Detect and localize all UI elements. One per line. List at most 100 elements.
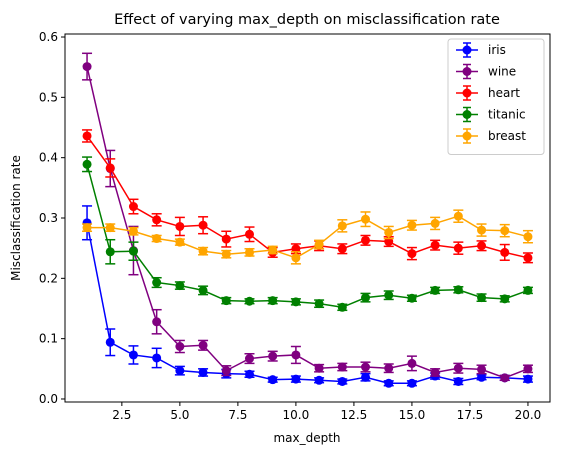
data-point	[291, 244, 301, 254]
data-point	[430, 218, 440, 228]
x-axis-label: max_depth	[273, 431, 340, 445]
data-point	[291, 374, 301, 384]
legend-marker	[462, 67, 472, 76]
data-point	[500, 247, 510, 257]
data-point	[314, 363, 324, 373]
series-breast	[82, 209, 533, 265]
data-point	[244, 354, 254, 364]
data-point	[175, 281, 185, 291]
y-tick-label: 0.4	[39, 151, 58, 165]
data-point	[268, 296, 278, 306]
y-tick-label: 0.6	[39, 30, 58, 44]
data-point	[337, 244, 347, 254]
data-point	[477, 293, 487, 303]
plot-frame	[64, 33, 551, 403]
legend-label: titanic	[488, 108, 526, 122]
data-point	[407, 249, 417, 259]
data-point	[291, 297, 301, 307]
legend-label: breast	[488, 129, 526, 143]
data-point	[500, 226, 510, 236]
series-titanic	[82, 156, 533, 312]
data-point	[268, 375, 278, 385]
data-point	[361, 214, 371, 224]
x-tick-label: 10.0	[283, 408, 310, 422]
legend: iris wine heart titanic breast	[447, 38, 545, 155]
data-point	[337, 221, 347, 231]
data-point	[407, 220, 417, 230]
data-point	[175, 341, 185, 351]
x-tick-label: 20.0	[515, 408, 542, 422]
data-point	[268, 245, 278, 255]
x-tick-label: 2.5	[112, 408, 131, 422]
legend-item-titanic: titanic	[456, 106, 526, 123]
data-point	[82, 62, 92, 72]
data-point	[128, 202, 138, 212]
data-point	[221, 366, 231, 376]
data-point	[128, 350, 138, 360]
data-point	[500, 373, 510, 383]
data-point	[337, 376, 347, 386]
legend-item-iris: iris	[456, 42, 506, 58]
data-point	[523, 285, 533, 295]
legend-label: wine	[488, 65, 516, 79]
legend-marker	[462, 45, 472, 55]
data-point	[221, 234, 231, 244]
chart-title: Effect of varying max_depth on misclassi…	[114, 12, 500, 28]
x-tick-label: 12.5	[341, 408, 368, 422]
data-point	[105, 247, 115, 257]
data-point	[384, 290, 394, 300]
y-tick-label: 0.1	[39, 332, 58, 346]
data-point	[244, 247, 254, 257]
data-point	[453, 363, 463, 373]
plot-area	[82, 52, 533, 388]
data-point	[175, 366, 185, 376]
legend-item-heart: heart	[456, 85, 520, 101]
data-point	[291, 350, 301, 360]
data-point	[105, 163, 115, 173]
data-point	[337, 302, 347, 312]
data-point	[314, 240, 324, 250]
data-point	[82, 159, 92, 169]
data-point	[407, 378, 417, 388]
legend-marker	[462, 88, 472, 98]
data-point	[314, 299, 324, 309]
data-point	[361, 293, 371, 303]
data-point	[198, 246, 208, 256]
data-point	[244, 369, 254, 379]
data-point	[152, 278, 162, 288]
data-point	[523, 364, 533, 374]
y-tick-label: 0.3	[39, 211, 58, 225]
data-point	[407, 293, 417, 303]
data-point	[523, 253, 533, 263]
data-point	[128, 246, 138, 256]
data-point	[244, 296, 254, 306]
series-heart	[82, 129, 533, 264]
data-point	[384, 363, 394, 373]
data-point	[477, 372, 487, 382]
data-point	[105, 223, 115, 233]
data-point	[384, 227, 394, 237]
data-point	[407, 358, 417, 368]
legend-label: iris	[488, 43, 506, 57]
data-point	[152, 317, 162, 327]
data-point	[523, 232, 533, 242]
series-wine	[82, 52, 533, 383]
data-point	[221, 296, 231, 306]
data-point	[430, 240, 440, 250]
data-point	[453, 243, 463, 253]
x-axis: 2.5 5.0 7.5 10.0 12.5 15.0 17.5 20.0	[112, 402, 541, 422]
data-point	[477, 241, 487, 251]
data-point	[523, 374, 533, 384]
x-tick-label: 7.5	[228, 408, 247, 422]
x-tick-label: 17.5	[457, 408, 484, 422]
data-point	[198, 340, 208, 350]
legend-marker	[462, 131, 472, 141]
data-point	[175, 221, 185, 231]
data-point	[477, 225, 487, 235]
data-point	[477, 364, 487, 374]
data-point	[82, 223, 92, 233]
data-point	[314, 375, 324, 385]
data-point	[361, 362, 371, 372]
data-point	[268, 351, 278, 361]
